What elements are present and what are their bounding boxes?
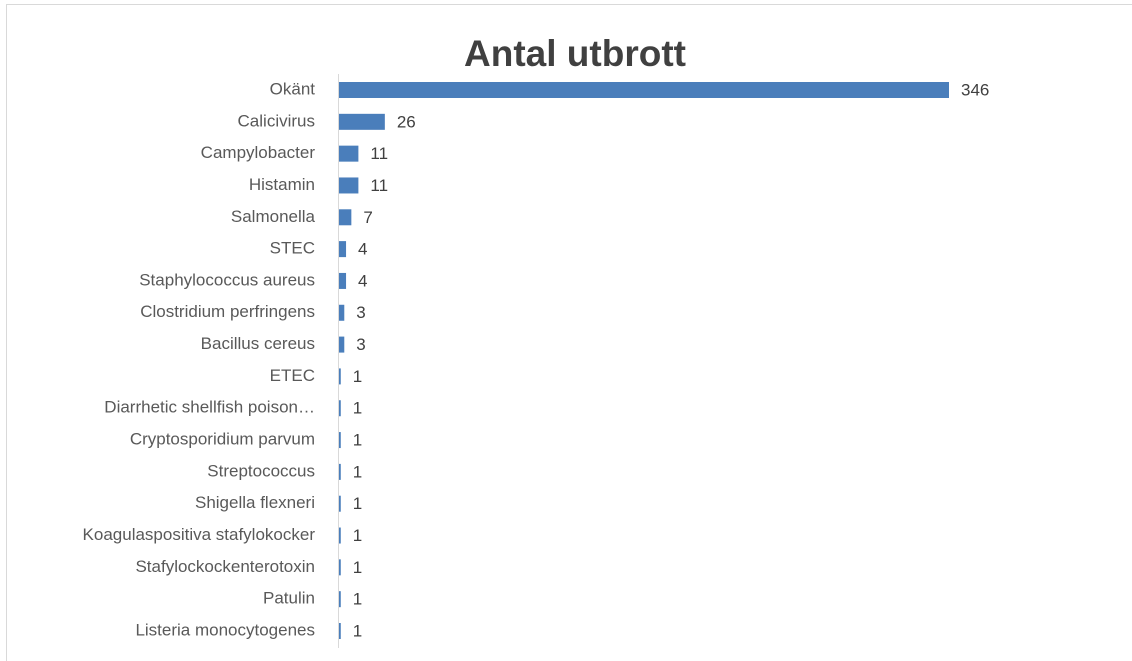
category-label: Okänt bbox=[270, 79, 316, 98]
data-label: 1 bbox=[353, 494, 362, 513]
category-label: Histamin bbox=[249, 175, 315, 194]
category-label: Cryptosporidium parvum bbox=[130, 430, 315, 449]
category-label: ETEC bbox=[270, 366, 315, 385]
category-label: Bacillus cereus bbox=[201, 334, 315, 353]
category-label: Clostridium perfringens bbox=[140, 302, 315, 321]
data-label: 1 bbox=[353, 431, 362, 450]
data-label: 3 bbox=[356, 303, 365, 322]
bar bbox=[339, 145, 359, 162]
data-label: 4 bbox=[358, 240, 367, 259]
data-label: 1 bbox=[353, 526, 362, 545]
bar bbox=[339, 113, 385, 130]
bar bbox=[339, 82, 949, 98]
data-label: 1 bbox=[353, 590, 362, 609]
bar bbox=[339, 272, 347, 289]
data-label: 1 bbox=[353, 621, 362, 640]
bar bbox=[339, 623, 341, 639]
data-label: 11 bbox=[370, 176, 388, 195]
data-label: 26 bbox=[397, 112, 416, 131]
bar bbox=[339, 304, 345, 321]
chart-title: Antal utbrott bbox=[464, 33, 686, 74]
category-label: Koagulaspositiva stafylokocker bbox=[83, 525, 316, 544]
bar bbox=[339, 209, 352, 226]
category-label: Campylobacter bbox=[201, 143, 316, 162]
category-label: Listeria monocytogenes bbox=[135, 620, 315, 639]
category-label: Salmonella bbox=[231, 207, 316, 226]
bar bbox=[339, 495, 341, 512]
category-label: Shigella flexneri bbox=[195, 493, 315, 512]
category-label: Patulin bbox=[263, 589, 315, 608]
category-label: STEC bbox=[270, 239, 315, 258]
bar bbox=[339, 432, 341, 449]
data-label: 4 bbox=[358, 271, 367, 290]
bar bbox=[339, 527, 341, 544]
bar bbox=[339, 177, 359, 194]
data-label: 1 bbox=[353, 367, 362, 386]
data-label: 3 bbox=[356, 335, 365, 354]
data-label: 1 bbox=[353, 558, 362, 577]
category-label: Calicivirus bbox=[238, 111, 315, 130]
bar bbox=[339, 336, 345, 353]
bar bbox=[339, 559, 341, 576]
category-label: Stafylockockenterotoxin bbox=[135, 557, 315, 576]
bar bbox=[339, 241, 347, 258]
data-label: 1 bbox=[353, 399, 362, 418]
bar bbox=[339, 591, 341, 608]
data-label: 7 bbox=[363, 208, 372, 227]
bar bbox=[339, 463, 341, 480]
category-label: Diarrhetic shellfish poison… bbox=[104, 398, 315, 417]
bar bbox=[339, 368, 341, 385]
data-label: 346 bbox=[961, 80, 989, 99]
chart-frame bbox=[6, 4, 1132, 661]
category-label: Staphylococcus aureus bbox=[139, 270, 315, 289]
category-label: Streptococcus bbox=[207, 461, 315, 480]
bar bbox=[339, 400, 341, 417]
data-label: 11 bbox=[370, 144, 388, 163]
data-label: 1 bbox=[353, 462, 362, 481]
